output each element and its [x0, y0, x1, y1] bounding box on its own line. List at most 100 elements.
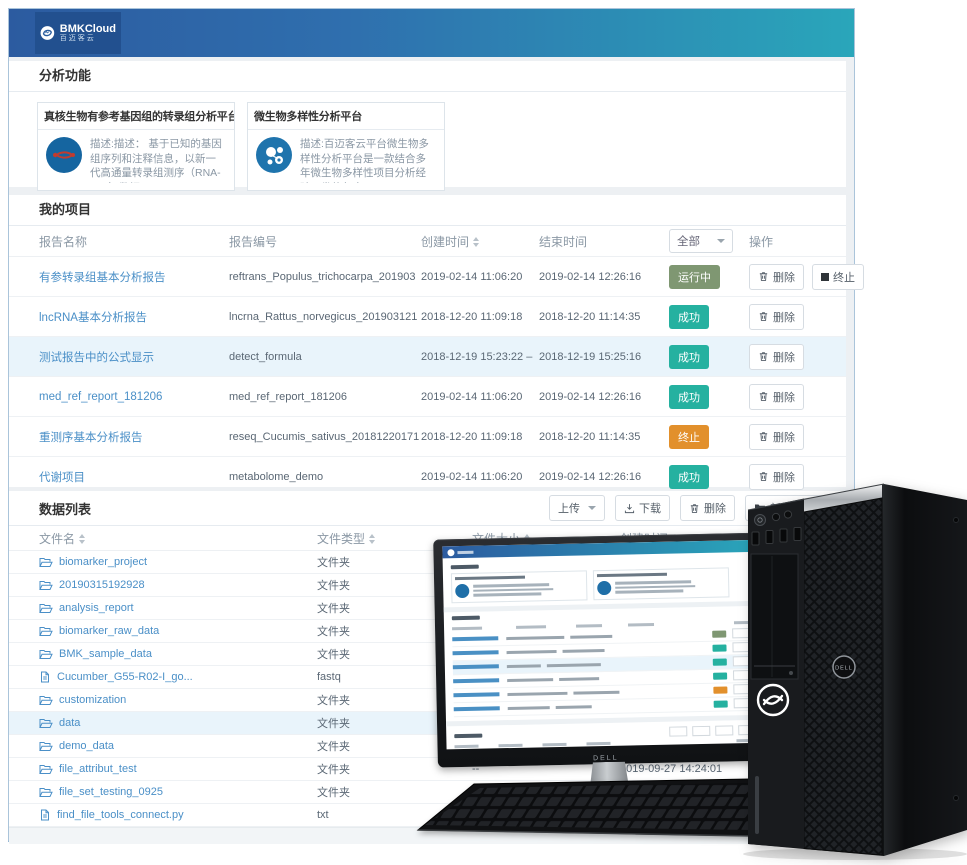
microbial-platform-icon [256, 137, 292, 173]
upload-button[interactable]: 上传 [549, 495, 605, 521]
rnaseq-platform-icon [46, 137, 82, 173]
file-link[interactable]: 20190315192928 [59, 579, 145, 591]
status-badge: 运行中 [669, 264, 720, 289]
folder-icon [39, 718, 53, 728]
tower-model-sticker [755, 776, 759, 834]
trash-icon [759, 392, 768, 401]
file-icon [41, 671, 49, 683]
status-filter-select[interactable]: 全部 [669, 229, 733, 253]
col-report-number: 报告编号 [229, 234, 278, 249]
trash-icon [759, 352, 768, 361]
file-link[interactable]: data [59, 717, 81, 729]
delete-button[interactable]: 删除 [749, 423, 804, 450]
report-link[interactable]: 测试报告中的公式显示 [39, 351, 154, 364]
tower-side-panel [884, 484, 967, 856]
file-link[interactable]: find_file_tools_connect.py [57, 809, 184, 821]
folder-icon [39, 764, 53, 774]
download-button[interactable]: 下载 [615, 495, 670, 521]
file-link[interactable]: Cucumber_G55-R02-I_go... [57, 671, 193, 683]
bmk-logo-icon [756, 683, 790, 717]
delete-button[interactable]: 删除 [749, 383, 804, 410]
trash-icon [759, 432, 768, 441]
projects-section-title: 我的项目 [9, 195, 846, 226]
project-row: 重测序基本分析报告 reseq_Cucumis_sativus_20181220… [9, 417, 846, 457]
platform-card-rnaseq[interactable]: 真核生物有参考基因组的转录组分析平台 描述:描述： 基于已知的基因组序列和注释信… [37, 102, 235, 191]
analysis-section: 分析功能 真核生物有参考基因组的转录组分析平台 描述:描述： 基于已知的基因组序… [9, 61, 846, 191]
platform-card-title: 微生物多样性分析平台 [248, 103, 444, 130]
download-icon [624, 503, 635, 513]
trash-icon [759, 312, 768, 321]
file-row: BMK_sample_data 文件夹 [9, 643, 846, 666]
stop-icon [821, 272, 829, 281]
file-link[interactable]: file_set_testing_0925 [59, 786, 163, 798]
file-link[interactable]: customization [59, 694, 127, 706]
delete-files-button[interactable]: 删除 [680, 495, 735, 521]
sort-icon [369, 533, 376, 544]
trash-icon [690, 503, 699, 513]
monitor-bezel: DELL [433, 532, 774, 768]
file-row: 20190315192928 文件夹 [9, 574, 846, 597]
report-link[interactable]: 重测序基本分析报告 [39, 431, 143, 444]
stop-button[interactable]: 终止 [812, 263, 864, 290]
files-section-title: 数据列表 [39, 501, 92, 517]
file-link[interactable]: BMK_sample_data [59, 648, 152, 660]
file-row: customization 文件夹 [9, 689, 846, 712]
platform-card-microbial[interactable]: 微生物多样性分析平台 描述:百迈客云平台微生物多样性分析平台是一款结合多年微生物… [247, 102, 445, 191]
status-badge: 成功 [669, 344, 709, 369]
chevron-down-icon [717, 239, 725, 243]
trash-icon [759, 272, 768, 281]
col-ops: 操作 [749, 234, 774, 249]
folder-icon [39, 626, 53, 636]
delete-button[interactable]: 删除 [749, 263, 804, 290]
folder-icon [39, 787, 53, 797]
project-row: 代谢项目 metabolome_demo 2019-02-14 11:06:20… [9, 457, 846, 497]
analysis-section-title: 分析功能 [9, 61, 846, 92]
project-row: lncRNA基本分析报告 lncrna_Rattus_norvegicus_20… [9, 297, 846, 337]
file-link[interactable]: file_attribut_test [59, 763, 137, 775]
col-file-type[interactable]: 文件类型 [317, 530, 472, 547]
sort-icon [79, 533, 86, 544]
folder-icon [39, 695, 53, 705]
power-button-icon [754, 514, 766, 526]
col-created[interactable]: 创建时间 [421, 233, 539, 250]
app-header: BMKCloud 百迈客云 [9, 9, 854, 57]
audio-jack-icon [783, 510, 793, 519]
col-file-name[interactable]: 文件名 [39, 530, 317, 547]
status-badge: 成功 [669, 384, 709, 409]
folder-icon [39, 741, 53, 751]
file-link[interactable]: demo_data [59, 740, 115, 752]
report-link[interactable]: 代谢项目 [39, 471, 85, 484]
project-row: 有参转录组基本分析报告 reftrans_Populus_trichocarpa… [9, 257, 864, 297]
brand-name-cn: 百迈客云 [59, 35, 96, 43]
delete-button[interactable]: 删除 [749, 343, 804, 370]
file-link[interactable]: biomarker_project [59, 556, 148, 568]
folder-icon [39, 557, 53, 567]
delete-button[interactable]: 删除 [749, 463, 804, 490]
report-link[interactable]: lncRNA基本分析报告 [39, 311, 147, 324]
status-badge: 终止 [669, 424, 709, 449]
report-link[interactable]: med_ref_report_181206 [39, 390, 163, 403]
projects-section: 我的项目 报告名称 报告编号 创建时间 结束时间 全部 操作 有参转录组基本分析… [9, 195, 864, 497]
col-end: 结束时间 [539, 234, 588, 249]
tower-brand-label: DELL [835, 666, 853, 672]
projects-table-header: 报告名称 报告编号 创建时间 结束时间 全部 操作 [9, 226, 846, 257]
file-link[interactable]: analysis_report [59, 602, 134, 614]
file-row: Cucumber_G55-R02-I_go... fastq [9, 666, 846, 689]
report-link[interactable]: 有参转录组基本分析报告 [39, 271, 166, 284]
tower-graphic: DELL [743, 483, 967, 860]
optical-drive-icon [750, 553, 799, 680]
file-icon [41, 809, 49, 821]
platform-card-title: 真核生物有参考基因组的转录组分析平台 [38, 103, 234, 130]
project-row: 测试报告中的公式显示 detect_formula 2018-12-19 15:… [9, 337, 846, 377]
monitor-screen [442, 539, 765, 750]
usb-ports-icon [751, 527, 802, 546]
delete-button[interactable]: 删除 [749, 303, 804, 330]
brand-logo[interactable]: BMKCloud 百迈客云 [35, 12, 121, 54]
bmkcloud-page: BMKCloud 百迈客云 分析功能 真核生物有参考基因组的转录组分析平台 [8, 8, 864, 844]
file-link[interactable]: biomarker_raw_data [59, 625, 160, 637]
file-row: biomarker_project 文件夹 [9, 551, 846, 574]
file-row: file_attribut_test 文件夹 -- 2019-09-27 14:24… [9, 758, 846, 781]
monitor-graphic: DELL [433, 532, 779, 811]
audio-jack-icon [771, 512, 781, 522]
